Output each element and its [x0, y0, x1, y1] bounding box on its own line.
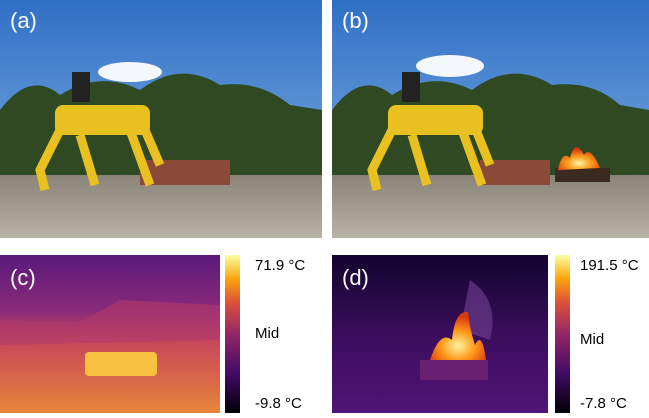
colorbar-min: -9.8 °C: [255, 395, 302, 412]
cloud: [98, 62, 162, 82]
thermal-hotspot: [85, 352, 157, 376]
panel-label: (d): [342, 265, 369, 290]
thermal-panel: 71.9 °C Mid -9.8 °C (c): [0, 255, 305, 413]
panel-label: (b): [342, 8, 369, 33]
thermal-panel: 191.5 °C Mid -7.8 °C (d): [332, 255, 639, 413]
colorbar: [225, 255, 240, 413]
panel-label: (c): [10, 265, 36, 290]
cloud: [416, 55, 484, 77]
colorbar-mid: Mid: [580, 331, 604, 348]
figure: (a) (b) 71.9 °C Mid -9.8 °C (c) 191: [0, 0, 649, 418]
thermal-tray: [420, 360, 488, 380]
colorbar-min: -7.8 °C: [580, 395, 627, 412]
colorbar: [555, 255, 570, 413]
colorbar-max: 71.9 °C: [255, 257, 305, 274]
photo-panel: (a): [0, 0, 322, 238]
panel-label: (a): [10, 8, 37, 33]
fire-tray: [555, 168, 610, 182]
colorbar-max: 191.5 °C: [580, 257, 639, 274]
photo-panel: (b): [332, 0, 649, 238]
bricks: [140, 160, 230, 185]
colorbar-mid: Mid: [255, 325, 279, 342]
